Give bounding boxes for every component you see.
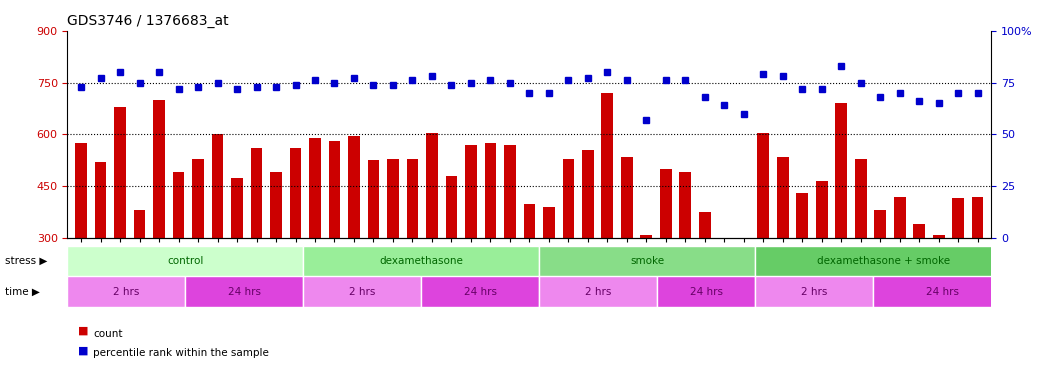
FancyBboxPatch shape	[657, 276, 756, 307]
Bar	[426, 132, 438, 238]
FancyBboxPatch shape	[67, 276, 186, 307]
Bar	[621, 157, 633, 238]
Bar	[874, 210, 886, 238]
Bar	[309, 138, 321, 238]
FancyBboxPatch shape	[303, 246, 539, 276]
Bar	[972, 197, 983, 238]
Text: dexamethasone: dexamethasone	[379, 256, 463, 266]
Text: 24 hrs: 24 hrs	[228, 287, 261, 297]
FancyBboxPatch shape	[67, 246, 303, 276]
Bar	[231, 177, 243, 238]
Bar	[523, 204, 536, 238]
Bar	[172, 172, 185, 238]
Bar	[855, 159, 867, 238]
Bar	[933, 235, 945, 238]
Bar	[952, 198, 964, 238]
Text: count: count	[93, 329, 122, 339]
Text: ■: ■	[78, 326, 88, 336]
Text: ■: ■	[78, 345, 88, 355]
Bar	[348, 136, 360, 238]
Bar	[407, 159, 418, 238]
Bar	[134, 210, 145, 238]
FancyBboxPatch shape	[756, 246, 1011, 276]
Bar	[367, 161, 379, 238]
Text: 24 hrs: 24 hrs	[464, 287, 497, 297]
Bar	[192, 159, 203, 238]
Bar	[76, 143, 87, 238]
Text: 24 hrs: 24 hrs	[690, 287, 722, 297]
Bar	[699, 212, 711, 238]
FancyBboxPatch shape	[756, 276, 873, 307]
FancyBboxPatch shape	[421, 276, 539, 307]
Bar	[250, 148, 263, 238]
FancyBboxPatch shape	[303, 276, 421, 307]
Text: time ▶: time ▶	[5, 287, 40, 297]
Text: 24 hrs: 24 hrs	[926, 287, 959, 297]
Bar	[329, 141, 340, 238]
Bar	[836, 103, 847, 238]
Bar	[445, 176, 458, 238]
Bar	[718, 238, 730, 242]
Bar	[582, 150, 594, 238]
FancyBboxPatch shape	[186, 276, 303, 307]
Bar	[796, 193, 809, 238]
FancyBboxPatch shape	[873, 276, 1011, 307]
Bar	[114, 107, 126, 238]
Text: GDS3746 / 1376683_at: GDS3746 / 1376683_at	[67, 14, 229, 28]
Bar	[504, 145, 516, 238]
Text: 2 hrs: 2 hrs	[113, 287, 140, 297]
Bar	[94, 162, 107, 238]
Text: percentile rank within the sample: percentile rank within the sample	[93, 348, 269, 358]
Text: dexamethasone + smoke: dexamethasone + smoke	[817, 256, 950, 266]
Bar	[485, 143, 496, 238]
Text: 2 hrs: 2 hrs	[349, 287, 376, 297]
Bar	[465, 145, 476, 238]
Text: control: control	[167, 256, 203, 266]
Bar	[563, 159, 574, 238]
Bar	[913, 224, 925, 238]
Bar	[543, 207, 554, 238]
Bar	[680, 172, 691, 238]
Text: stress ▶: stress ▶	[5, 256, 48, 266]
Bar	[154, 100, 165, 238]
Bar	[601, 93, 613, 238]
Bar	[738, 238, 749, 278]
Bar	[776, 157, 789, 238]
Text: 2 hrs: 2 hrs	[801, 287, 827, 297]
Text: smoke: smoke	[630, 256, 664, 266]
Bar	[758, 132, 769, 238]
Bar	[270, 172, 282, 238]
Bar	[894, 197, 905, 238]
Bar	[660, 169, 672, 238]
Text: 2 hrs: 2 hrs	[585, 287, 611, 297]
Bar	[387, 159, 399, 238]
FancyBboxPatch shape	[539, 246, 756, 276]
FancyBboxPatch shape	[539, 276, 657, 307]
Bar	[212, 134, 223, 238]
Bar	[290, 148, 301, 238]
Bar	[816, 181, 827, 238]
Bar	[640, 235, 652, 238]
